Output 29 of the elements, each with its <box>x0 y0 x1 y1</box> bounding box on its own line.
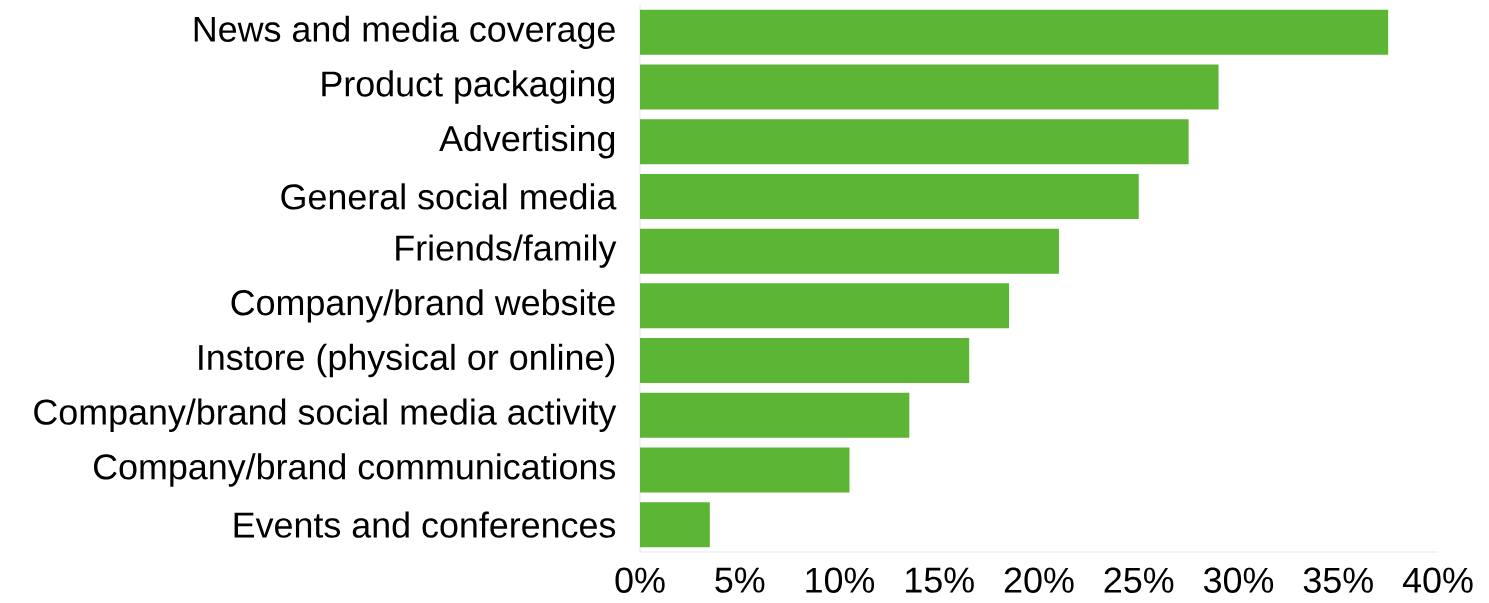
x-tick-label: 5% <box>715 567 765 593</box>
x-tick-label: 25% <box>1104 567 1174 593</box>
bar <box>640 283 1010 329</box>
y-tick-label: Company/brand social media activity <box>34 398 617 432</box>
y-tick-label: Events and conferences <box>234 511 616 538</box>
bar <box>640 228 1059 274</box>
x-tick-label: 0% <box>615 567 665 593</box>
x-tick-label: 15% <box>906 567 974 593</box>
y-tick-label: Advertising <box>439 125 615 159</box>
x-tick-label: 40% <box>1402 567 1473 593</box>
y-tick-label: Product packaging <box>322 70 615 104</box>
bar <box>640 64 1219 110</box>
y-tick-label: News and media coverage <box>194 15 615 50</box>
y-tick-label: General social media <box>281 183 617 210</box>
bar <box>640 447 850 493</box>
y-tick-label: Instore (physical or online) <box>199 343 615 378</box>
y-tick-label: Company/brand communications <box>94 453 616 487</box>
y-tick-label: Company/brand website <box>231 289 615 323</box>
bar <box>640 173 1139 219</box>
x-tick-label: 20% <box>1004 567 1074 593</box>
x-tick-label: 35% <box>1303 567 1373 593</box>
bar <box>640 119 1189 165</box>
bar <box>640 502 710 548</box>
x-tick-label: 30% <box>1203 567 1274 593</box>
x-tick-label: 10% <box>806 567 875 593</box>
bar <box>640 392 910 438</box>
y-tick-label: Friends/family <box>396 234 617 268</box>
bar <box>640 9 1389 55</box>
bar <box>640 338 970 384</box>
